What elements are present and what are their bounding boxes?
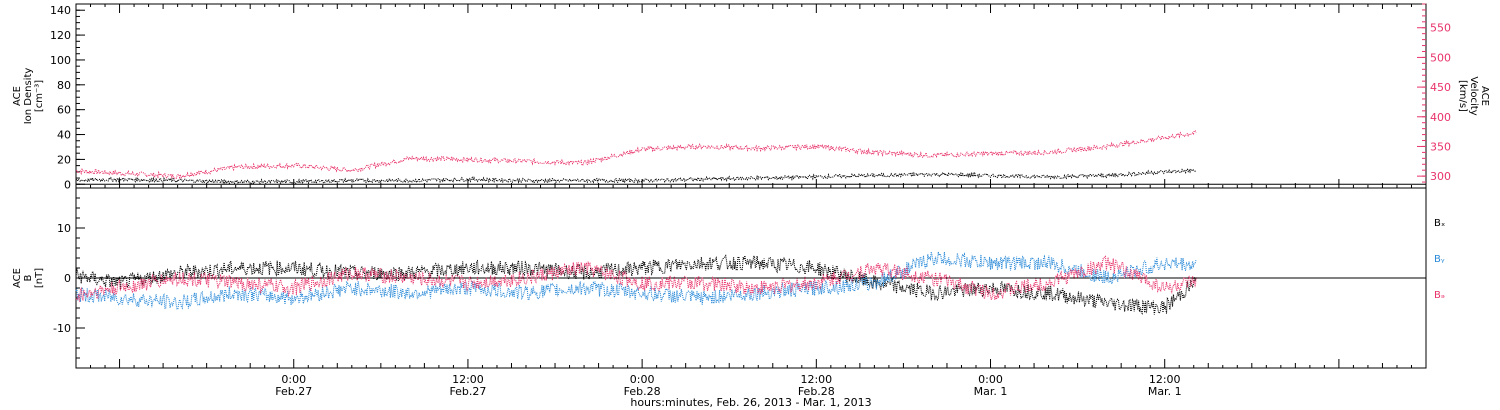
bottom-left-label-line3: [nT]	[34, 268, 45, 288]
legend-bz: Bₔ	[1434, 290, 1445, 301]
top-left-tick-label: 100	[50, 54, 71, 67]
top-right-tick-label: 550	[1430, 22, 1451, 35]
x-tick-date-label: Feb.28	[798, 385, 835, 398]
x-axis-title: hours:minutes, Feb. 26, 2013 - Mar. 1, 2…	[630, 396, 871, 409]
top-left-label-line2: Ion Density	[23, 68, 34, 125]
top-right-tick-label: 500	[1430, 51, 1451, 64]
x-tick-time-label: 0:00	[630, 373, 655, 386]
top-left-label-line1: ACE	[12, 86, 23, 106]
bottom-left-tick-label: 0	[64, 272, 71, 285]
top-left-tick-label: 120	[50, 29, 71, 42]
bottom-left-label-line1: ACE	[12, 268, 23, 288]
x-tick-date-label: Feb.27	[275, 385, 312, 398]
legend-bx: Bₓ	[1434, 218, 1445, 229]
density-series	[75, 168, 1197, 186]
top-right-axis-label: ACE Velocity [km/s]	[1457, 76, 1490, 115]
bottom-left-tick-label: 10	[57, 222, 71, 235]
top-left-tick-label: 80	[57, 79, 71, 92]
top-right-tick-label: 450	[1430, 81, 1451, 94]
x-tick-date-label: Mar. 1	[974, 385, 1008, 398]
x-tick-time-label: 0:00	[978, 373, 1003, 386]
velocity-series	[75, 130, 1197, 180]
bz-series	[75, 255, 1197, 303]
top-right-tick-label: 350	[1430, 140, 1451, 153]
top-right-tick-label: 300	[1430, 170, 1451, 183]
x-tick-time-label: 12:00	[452, 373, 484, 386]
x-tick-time-label: 12:00	[1149, 373, 1181, 386]
bx-series	[75, 254, 1197, 315]
bottom-left-tick-label: -10	[53, 322, 71, 335]
top-left-tick-label: 20	[57, 153, 71, 166]
bottom-left-label-line2: B	[23, 274, 34, 281]
top-left-tick-label: 40	[57, 129, 71, 142]
top-panel-frame	[75, 3, 1427, 189]
top-left-tick-label: 0	[64, 178, 71, 191]
x-tick-date-label: Feb.28	[624, 385, 661, 398]
top-right-label-line3: [km/s]	[1457, 80, 1468, 112]
x-tick-time-label: 0:00	[281, 373, 306, 386]
x-tick-time-label: 12:00	[800, 373, 832, 386]
top-left-tick-label: 60	[57, 104, 71, 117]
x-tick-date-label: Feb.27	[449, 385, 486, 398]
bottom-left-axis-label: ACE B [nT]	[12, 268, 45, 288]
top-right-label-line1: ACE	[1479, 86, 1490, 106]
top-right-label-line2: Velocity	[1468, 76, 1479, 115]
legend-by: Bᵧ	[1434, 254, 1445, 265]
top-left-label-line3: [cm⁻³]	[34, 80, 45, 112]
top-left-tick-label: 140	[50, 4, 71, 17]
top-right-tick-label: 400	[1430, 111, 1451, 124]
chart-marks: 020406080100120140300350400450500550-100…	[50, 3, 1451, 398]
x-tick-date-label: Mar. 1	[1148, 385, 1182, 398]
top-left-axis-label: ACE Ion Density [cm⁻³]	[12, 68, 45, 125]
